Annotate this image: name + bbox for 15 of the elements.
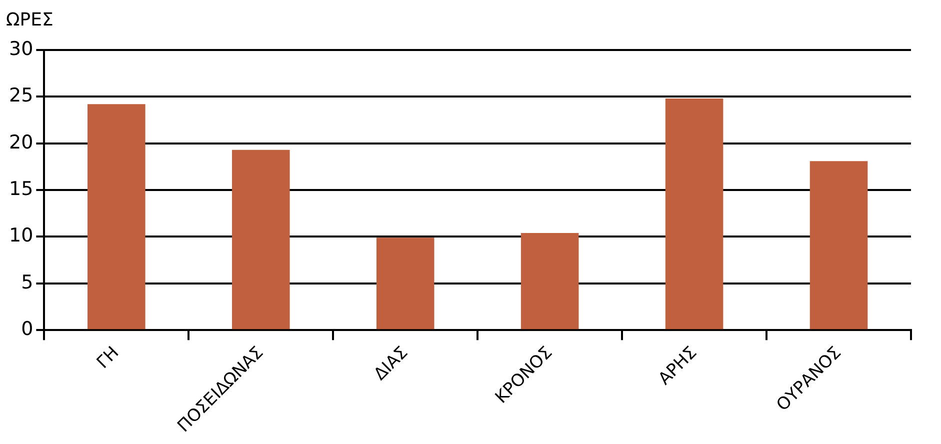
- bar: [520, 233, 579, 330]
- bar: [88, 104, 146, 330]
- y-tick-label: 5: [21, 271, 34, 294]
- y-tick-label: 25: [8, 84, 34, 107]
- bar: [665, 98, 724, 330]
- y-tick-label: 15: [8, 178, 34, 200]
- y-tick-label: 30: [8, 38, 34, 60]
- y-axis-title: ΩΡΕΣ: [6, 10, 54, 31]
- x-tick-label: ΓΗ: [93, 342, 124, 373]
- bar: [376, 238, 434, 330]
- bar: [810, 161, 868, 330]
- y-tick-label: 0: [21, 318, 34, 340]
- bar: [232, 150, 290, 330]
- y-tick-label: 10: [8, 224, 34, 247]
- y-tick-label: 20: [8, 131, 34, 154]
